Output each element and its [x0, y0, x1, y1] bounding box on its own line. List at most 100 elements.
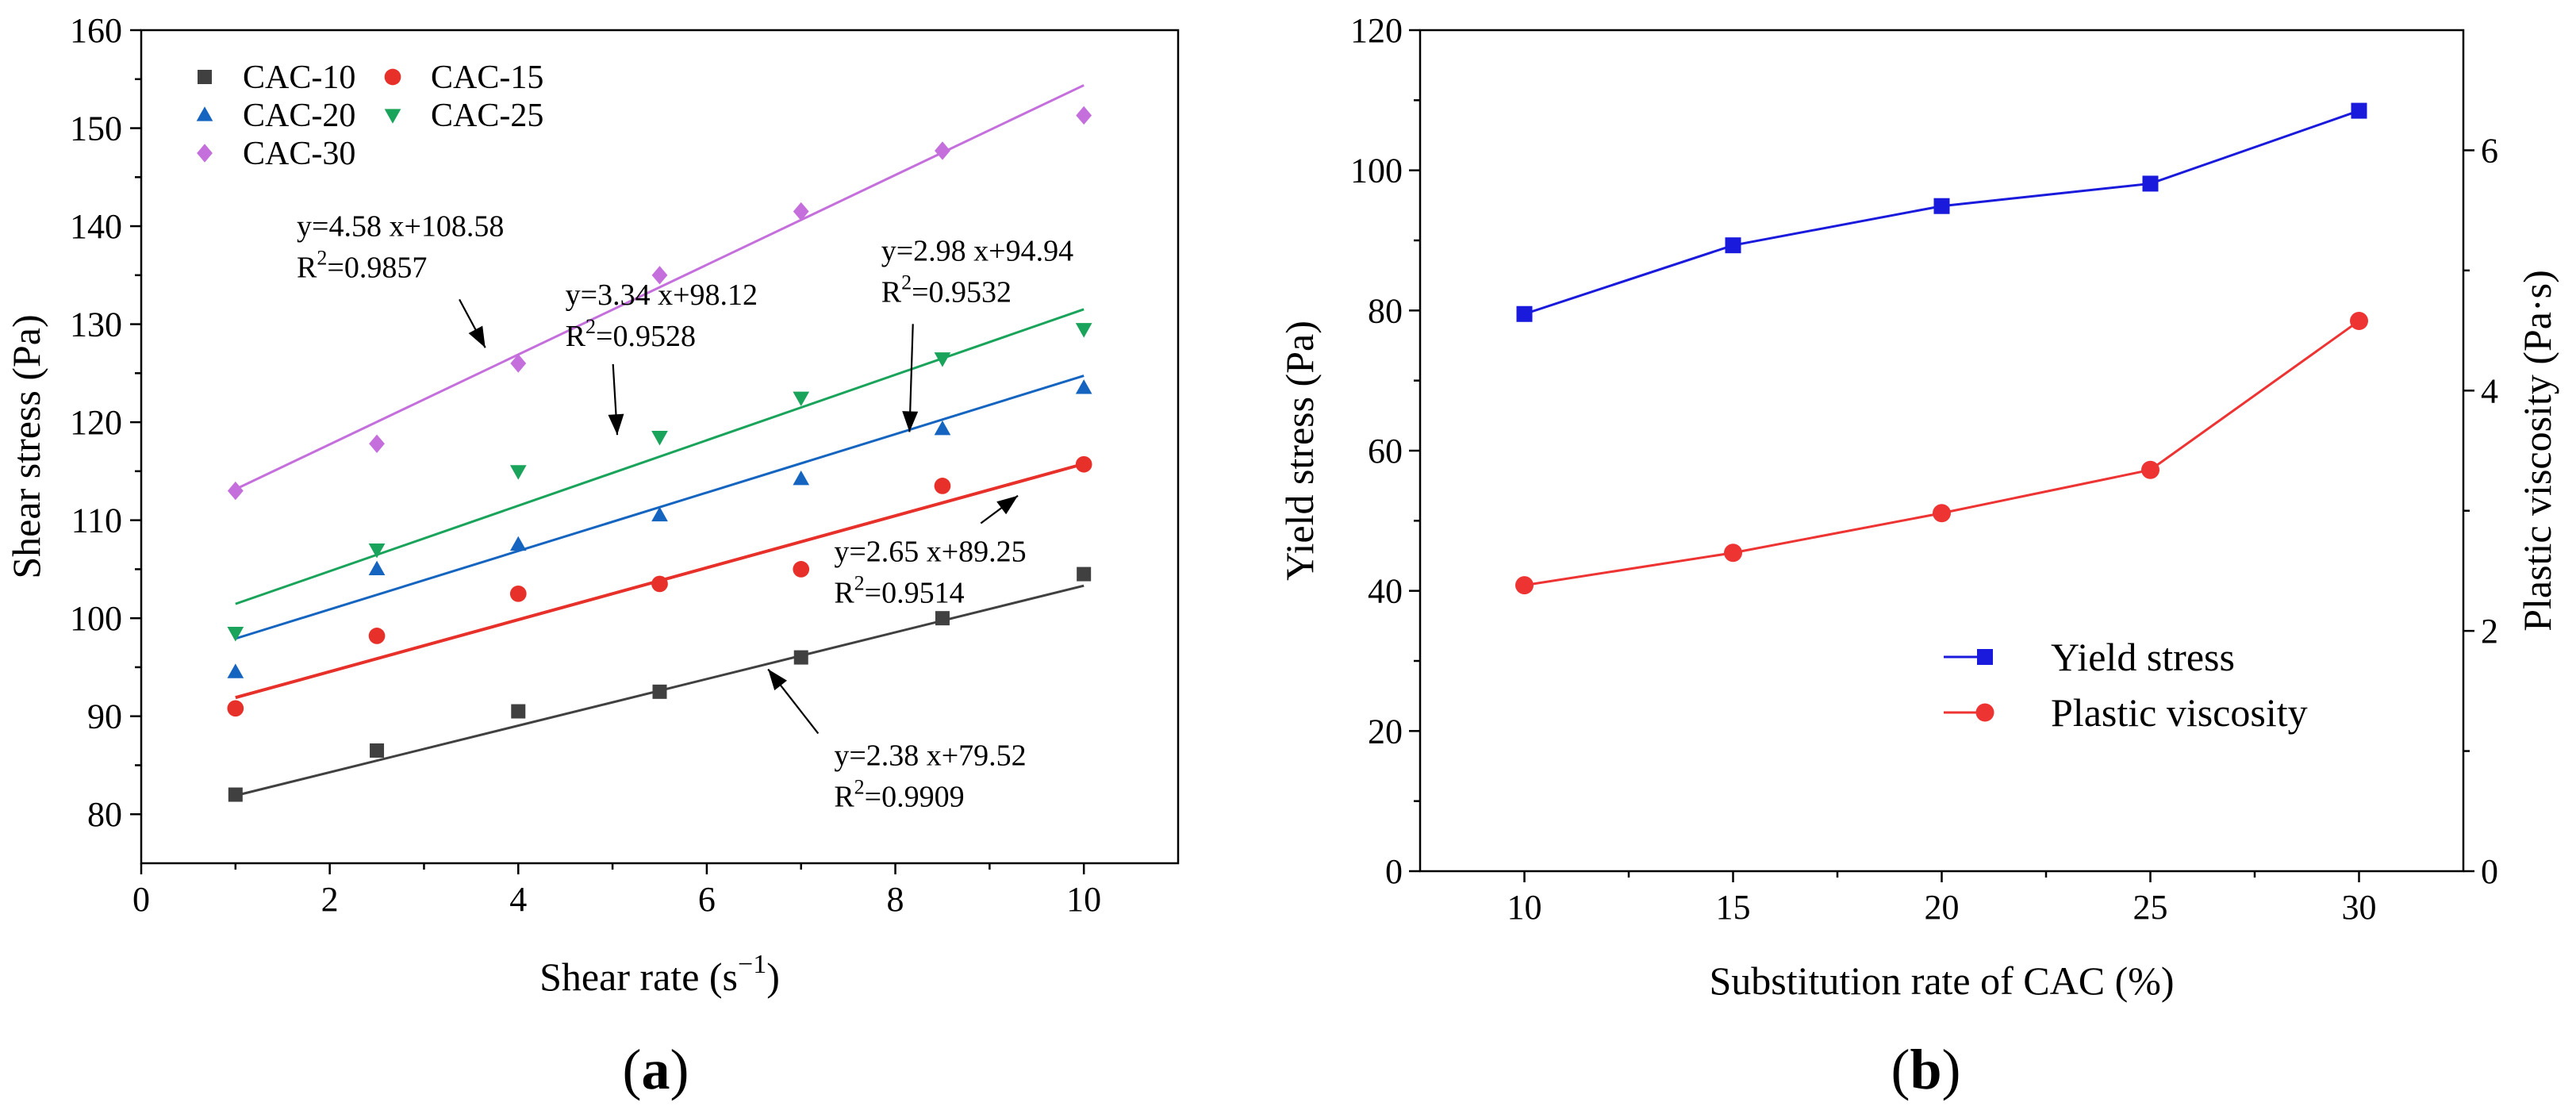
y-tick-label: 100: [1350, 152, 1403, 190]
data-point-cac-15: [793, 561, 810, 578]
annotation-arrow-head: [608, 413, 624, 436]
r-squared-exponent: 2: [901, 271, 912, 294]
caption-letter: a: [642, 1038, 670, 1101]
data-point-cac-10: [1077, 567, 1092, 582]
y-tick-label: 60: [1368, 432, 1403, 471]
data-point-cac-25: [509, 465, 527, 480]
y-axis-label: Yield stress (Pa): [1277, 321, 1322, 581]
y-tick-label: 120: [1350, 11, 1403, 50]
annotation-arrow: [608, 363, 624, 436]
data-point-yield-stress: [2142, 175, 2159, 192]
x-axis-label: Shear rate (s−1): [539, 950, 780, 999]
data-point-cac-10: [511, 704, 526, 719]
annotation-arrow: [902, 324, 919, 432]
caption-close-paren: ): [1942, 1038, 1961, 1101]
data-point-cac-20: [509, 536, 527, 551]
data-point-yield-stress: [1516, 305, 1533, 322]
fit-equation-label: y=2.38 x+79.52: [834, 739, 1026, 772]
data-point-cac-15: [934, 478, 951, 494]
r-squared-value: =0.9909: [865, 780, 965, 813]
x-tick-label: 30: [2342, 888, 2377, 927]
r-squared-symbol: R: [297, 251, 317, 284]
r-squared-symbol: R: [834, 577, 854, 610]
data-point-cac-30: [369, 434, 385, 453]
data-point-cac-30: [227, 481, 244, 501]
r-squared-value: =0.9528: [596, 320, 696, 353]
data-point-cac-20: [934, 420, 951, 436]
y-tick-label: 40: [1368, 572, 1403, 611]
annotation-arrow-head: [996, 495, 1019, 515]
legend-marker-cac-15: [384, 68, 401, 86]
data-point-cac-10: [793, 650, 808, 665]
data-point-cac-25: [368, 543, 386, 559]
x-tick-label: 0: [132, 880, 150, 919]
caption-open-paren: (: [623, 1038, 642, 1101]
data-point-cac-25: [793, 391, 810, 407]
legend-marker-yield-stress: [1977, 649, 1993, 665]
data-point-cac-25: [934, 352, 951, 367]
annotation-arrow: [980, 494, 1019, 524]
x-axis-label: Substitution rate of CAC (%): [1709, 958, 2174, 1003]
r-squared-label: R2=0.9532: [881, 271, 1012, 309]
y-tick-label: 110: [71, 501, 122, 540]
caption-close-paren: ): [670, 1038, 689, 1101]
panel-caption: (a): [623, 1038, 689, 1101]
data-point-cac-20: [793, 470, 810, 486]
data-point-plastic-viscosity: [2141, 460, 2159, 479]
fit-equation-label: y=2.98 x+94.94: [881, 234, 1073, 267]
data-point-cac-30: [935, 141, 950, 160]
y-tick-label: 80: [1368, 291, 1403, 330]
x-tick-label: 2: [321, 880, 339, 919]
x-tick-label: 25: [2133, 888, 2168, 927]
data-point-plastic-viscosity: [1724, 543, 1742, 563]
data-point-cac-25: [651, 430, 668, 446]
r-squared-symbol: R: [834, 780, 854, 813]
r-squared-label: R2=0.9909: [834, 775, 964, 813]
data-point-plastic-viscosity: [1933, 504, 1951, 523]
y-tick-label: 130: [70, 305, 122, 344]
legend-label-yield-stress: Yield stress: [2051, 635, 2235, 679]
data-point-cac-10: [370, 743, 385, 758]
data-point-cac-15: [651, 575, 668, 593]
annotation-arrow: [767, 668, 820, 735]
fit-equation-label: y=2.65 x+89.25: [834, 536, 1026, 569]
y-tick-label: 0: [1385, 852, 1403, 891]
r-squared-exponent: 2: [585, 315, 596, 338]
legend-marker-cac-30: [197, 144, 213, 163]
legend-label-cac-25: CAC-25: [431, 98, 543, 134]
fit-equation-label: y=4.58 x+108.58: [297, 209, 504, 243]
r-squared-label: R2=0.9528: [566, 315, 696, 353]
data-point-cac-15: [227, 700, 244, 717]
data-point-cac-30: [793, 202, 809, 221]
y-tick-label: 100: [70, 599, 122, 638]
y2-axis-label: Plastic viscosity (Pa·s): [2515, 270, 2559, 632]
r-squared-exponent: 2: [854, 775, 865, 798]
legend-label-cac-30: CAC-30: [243, 136, 355, 172]
plot-frame: [1419, 29, 2465, 873]
panel-b-yield-viscosity-chart: 10 15 20 25 30 0 20 40 60 80 100 120 0 2 4 6 Substitutio…: [1277, 11, 2559, 1101]
annotation-arrow-head: [902, 411, 919, 432]
y-tick-label: 90: [87, 697, 122, 736]
annotation-arrow-head: [768, 669, 788, 691]
series-line-plastic-viscosity: [1524, 320, 2360, 587]
y2-tick-label: 6: [2481, 131, 2498, 170]
data-point-cac-25: [227, 627, 244, 642]
x-axis-label-text: Shear rate (s: [539, 954, 738, 999]
data-point-cac-10: [652, 684, 667, 699]
legend-label-cac-10: CAC-10: [243, 60, 355, 96]
data-point-cac-25: [1075, 323, 1092, 338]
y2-tick-label: 2: [2481, 612, 2498, 651]
x-tick-label: 15: [1716, 888, 1751, 927]
r-squared-exponent: 2: [317, 246, 327, 269]
r-squared-label: R2=0.9514: [834, 572, 964, 610]
data-point-yield-stress: [1933, 198, 1950, 214]
y-tick-label: 140: [70, 207, 122, 246]
data-point-cac-15: [1075, 455, 1092, 473]
y-tick-label: 160: [70, 11, 122, 50]
x-tick-label: 10: [1066, 880, 1101, 919]
legend-marker-plastic-viscosity: [1975, 703, 1994, 722]
legend-marker-cac-25: [384, 109, 401, 124]
legend-marker-cac-20: [196, 106, 213, 121]
caption-letter: b: [1910, 1038, 1941, 1101]
x-axis-label-close: ): [766, 954, 780, 999]
